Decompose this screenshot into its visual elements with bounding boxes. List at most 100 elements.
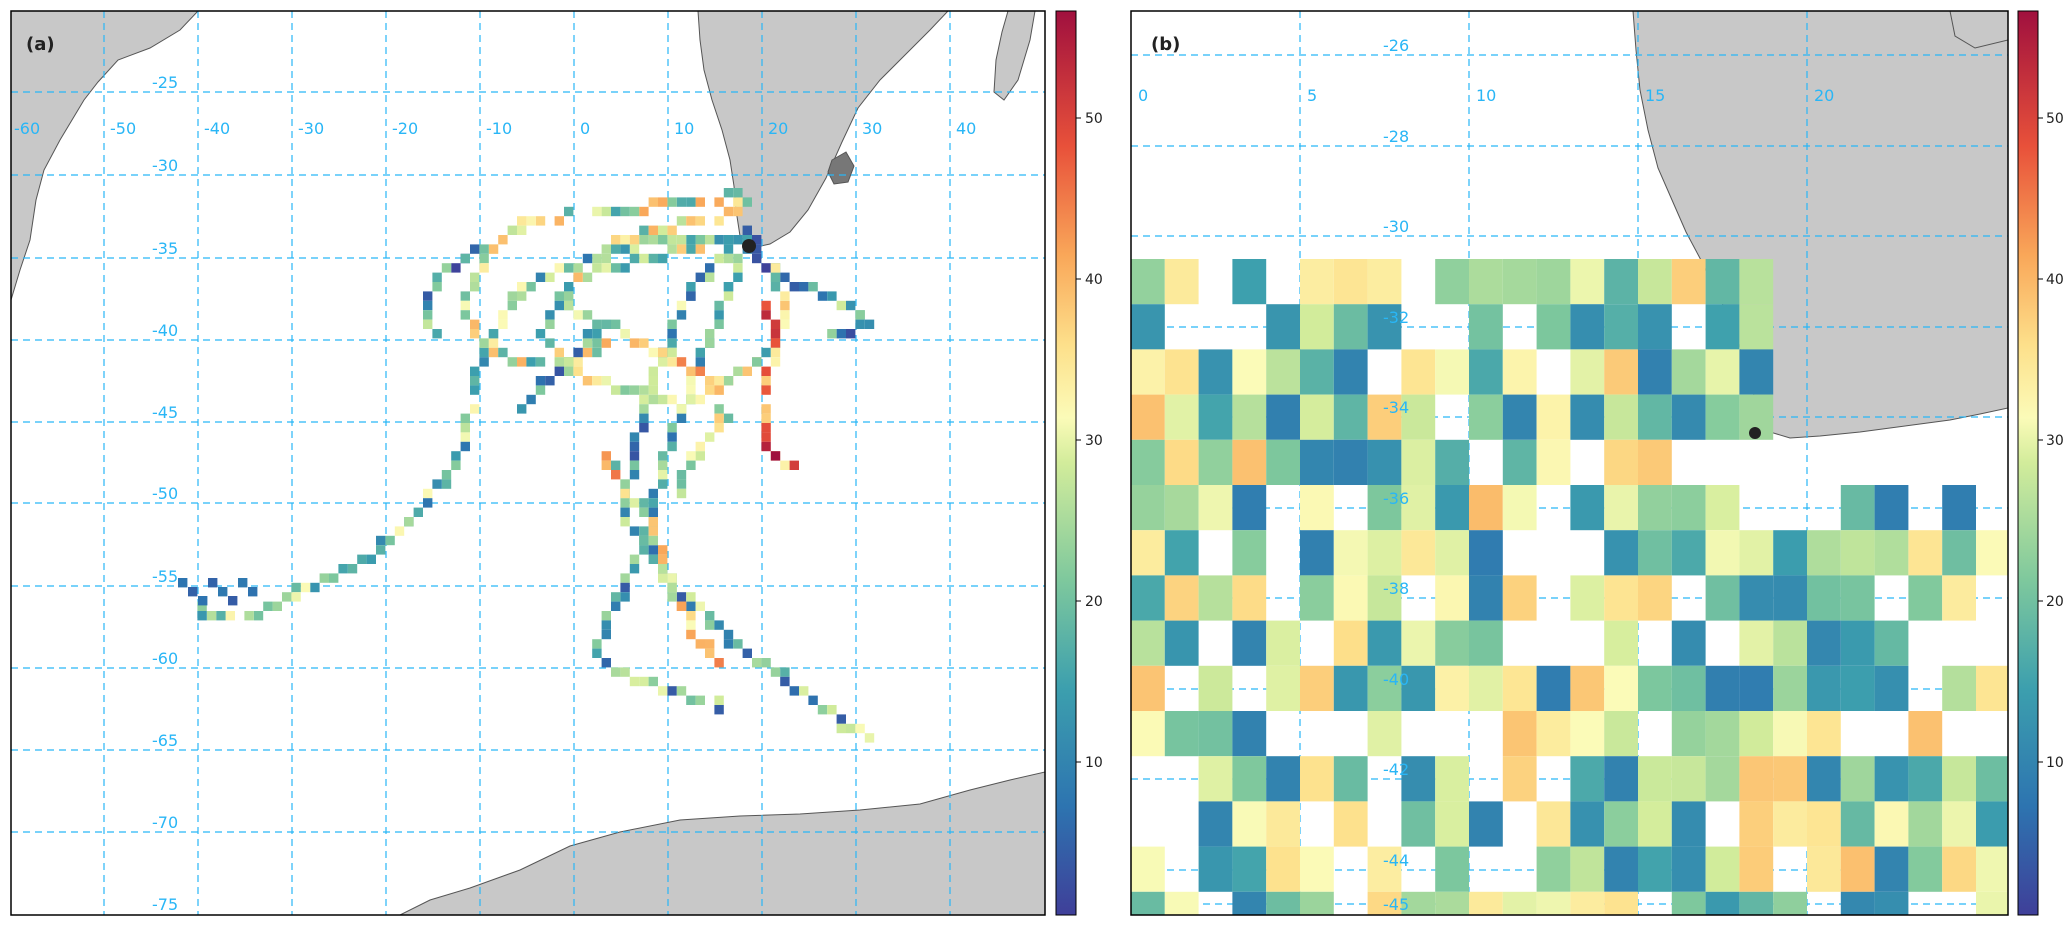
track-cell bbox=[714, 253, 724, 264]
grid-cell bbox=[1840, 530, 1875, 576]
lat-label: -75 bbox=[152, 895, 178, 914]
grid-cell bbox=[1807, 665, 1841, 711]
track-cell bbox=[573, 366, 583, 376]
track-cell bbox=[470, 272, 480, 282]
track-cell bbox=[695, 235, 705, 245]
grid-cell bbox=[1198, 485, 1233, 531]
track-cell bbox=[629, 676, 640, 687]
grid-cell bbox=[1401, 801, 1436, 847]
track-cell bbox=[423, 488, 433, 499]
lat-label: -45 bbox=[1383, 895, 1409, 914]
track-cell bbox=[667, 244, 677, 254]
track-cell bbox=[761, 347, 771, 358]
track-cell bbox=[272, 601, 282, 611]
grid-cell bbox=[1908, 756, 1943, 802]
grid-cell bbox=[1266, 349, 1300, 395]
track-cell bbox=[564, 366, 574, 376]
track-cell bbox=[695, 357, 705, 367]
track-cell bbox=[535, 376, 546, 386]
track-cell bbox=[554, 357, 564, 367]
track-cell bbox=[639, 385, 649, 395]
track-cell bbox=[460, 300, 470, 311]
track-cell bbox=[216, 611, 226, 621]
lat-label: -38 bbox=[1383, 579, 1409, 598]
track-cell bbox=[676, 300, 687, 311]
track-cell bbox=[676, 197, 687, 207]
track-cell bbox=[639, 338, 649, 348]
track-cell bbox=[723, 291, 734, 301]
track-cell bbox=[479, 253, 489, 264]
grid-cell bbox=[1570, 756, 1605, 802]
track-cell bbox=[620, 329, 630, 339]
grid-cell bbox=[1807, 801, 1841, 847]
grid-cell bbox=[1840, 846, 1875, 892]
track-cell bbox=[573, 347, 583, 358]
track-cell bbox=[347, 564, 358, 574]
station-marker-b bbox=[1749, 427, 1761, 439]
track-cell bbox=[479, 347, 489, 358]
track-cell bbox=[319, 573, 329, 583]
lon-label: 30 bbox=[862, 119, 882, 138]
grid-cell bbox=[1333, 665, 1368, 711]
track-cell bbox=[733, 253, 743, 264]
track-cell bbox=[667, 225, 677, 235]
grid-cell bbox=[1604, 304, 1638, 350]
panel-b-lat-labels: -26 -28 -30 -32 -34 -36 -38 -40 -42 -44 … bbox=[1383, 36, 1409, 914]
grid-cell bbox=[1367, 891, 1402, 915]
track-cell bbox=[460, 423, 470, 433]
track-cell bbox=[733, 188, 743, 198]
grid-cell bbox=[1536, 304, 1571, 350]
track-cell bbox=[639, 526, 649, 536]
track-cell bbox=[611, 319, 621, 329]
grid-cell bbox=[1401, 756, 1436, 802]
track-cell bbox=[620, 235, 630, 245]
track-cell bbox=[479, 263, 489, 273]
grid-cell bbox=[1874, 530, 1909, 576]
grid-cell bbox=[1367, 304, 1402, 350]
grid-cell bbox=[1232, 394, 1267, 440]
track-cell bbox=[752, 244, 762, 254]
track-cell bbox=[817, 705, 828, 715]
grid-cell bbox=[1604, 394, 1638, 440]
track-cell bbox=[639, 413, 649, 423]
grid-cell bbox=[1705, 349, 1740, 395]
grid-cell bbox=[1131, 891, 1165, 915]
grid-cell bbox=[1807, 575, 1841, 621]
track-cell bbox=[695, 601, 705, 611]
grid-cell bbox=[1739, 349, 1774, 395]
track-cell bbox=[686, 376, 696, 386]
track-cell bbox=[686, 629, 696, 640]
track-cell bbox=[592, 347, 602, 358]
lat-label: -42 bbox=[1383, 760, 1409, 779]
lon-label: 40 bbox=[956, 119, 976, 138]
grid-cell bbox=[1570, 349, 1605, 395]
grid-cell bbox=[1300, 891, 1334, 915]
lat-label: -25 bbox=[152, 73, 178, 92]
grid-cell bbox=[1198, 349, 1233, 395]
track-cell bbox=[601, 253, 611, 264]
grid-cell bbox=[1638, 349, 1672, 395]
grid-cell bbox=[1874, 665, 1909, 711]
track-cell bbox=[338, 564, 348, 574]
track-cell bbox=[733, 235, 743, 245]
track-cell bbox=[592, 376, 602, 386]
grid-cell bbox=[1300, 394, 1334, 440]
track-cell bbox=[742, 197, 752, 207]
track-cell bbox=[648, 498, 658, 508]
track-cell bbox=[376, 535, 386, 546]
track-cell bbox=[658, 225, 668, 235]
colorbar-a-tick: 40 bbox=[1085, 272, 1103, 288]
grid-cell bbox=[1333, 439, 1368, 485]
track-cell bbox=[770, 319, 781, 329]
track-cell bbox=[714, 413, 724, 423]
grid-cell bbox=[1773, 756, 1807, 802]
grid-cell bbox=[1638, 756, 1672, 802]
grid-cell bbox=[1604, 530, 1638, 576]
track-cell bbox=[836, 723, 846, 734]
track-cell bbox=[770, 282, 781, 292]
track-cell bbox=[498, 235, 508, 245]
track-cell bbox=[723, 282, 734, 292]
track-cell bbox=[385, 535, 395, 546]
grid-cell bbox=[1739, 304, 1774, 350]
lat-label: -30 bbox=[152, 156, 178, 175]
